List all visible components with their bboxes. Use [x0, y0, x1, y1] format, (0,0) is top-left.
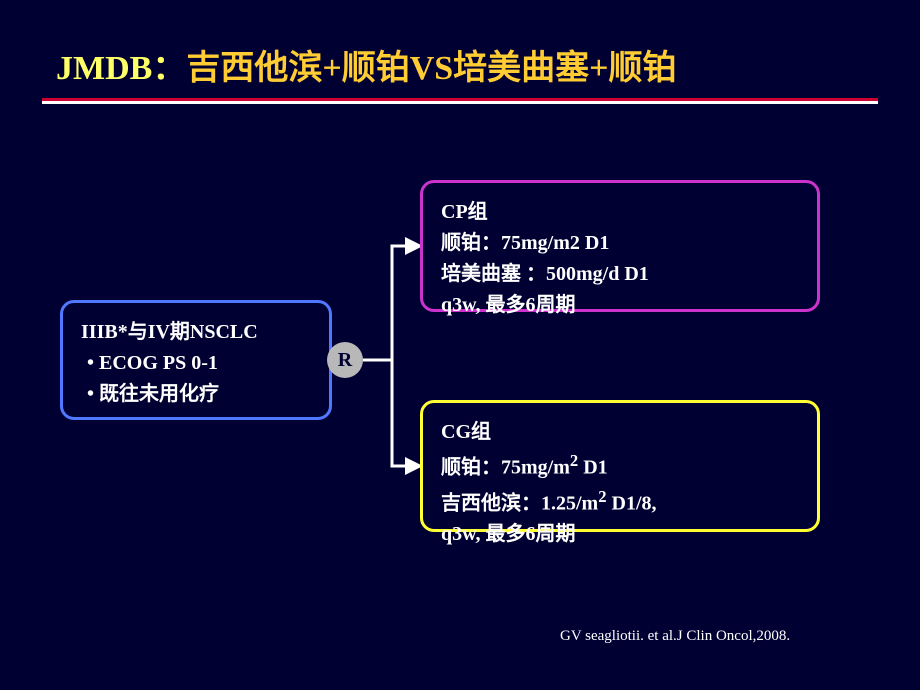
criteria-line: IIIB*与IV期NSCLC — [81, 317, 311, 348]
cg-arm-box: CG组顺铂：75mg/m2 D1吉西他滨：1.25/m2 D1/8,q3w, 最… — [420, 400, 820, 532]
randomize-badge: R — [327, 342, 363, 378]
cg-line: CG组 — [441, 417, 799, 448]
criteria-line: 既往未用化疗 — [81, 379, 311, 410]
cp-line: 培美曲塞 ：500mg/d D1 — [441, 259, 799, 290]
cg-line: 吉西他滨：1.25/m2 D1/8, — [441, 484, 799, 520]
cg-line: 顺铂：75mg/m2 D1 — [441, 448, 799, 484]
cp-arm-box: CP组顺铂：75mg/m2 D1培美曲塞 ：500mg/d D1q3w, 最多6… — [420, 180, 820, 312]
criteria-line: ECOG PS 0-1 — [81, 348, 311, 379]
title-underline — [42, 98, 878, 104]
citation-text: GV seagliotii. et al.J Clin Oncol,2008. — [560, 628, 790, 645]
randomize-label: R — [338, 349, 352, 372]
slide: JMDB：吉西他滨+顺铂VS培美曲塞+顺铂 IIIB*与IV期NSCLCECOG… — [0, 0, 920, 690]
cp-line: q3w, 最多6周期 — [441, 290, 799, 321]
title-prefix: JMDB： — [56, 50, 186, 87]
cp-line: CP组 — [441, 197, 799, 228]
cp-line: 顺铂：75mg/m2 D1 — [441, 228, 799, 259]
inclusion-criteria-box: IIIB*与IV期NSCLCECOG PS 0-1既往未用化疗 — [60, 300, 332, 420]
slide-title: JMDB：吉西他滨+顺铂VS培美曲塞+顺铂 — [56, 40, 677, 89]
title-main: 吉西他滨+顺铂VS培美曲塞+顺铂 — [186, 50, 676, 87]
cg-line: q3w, 最多6周期 — [441, 519, 799, 550]
